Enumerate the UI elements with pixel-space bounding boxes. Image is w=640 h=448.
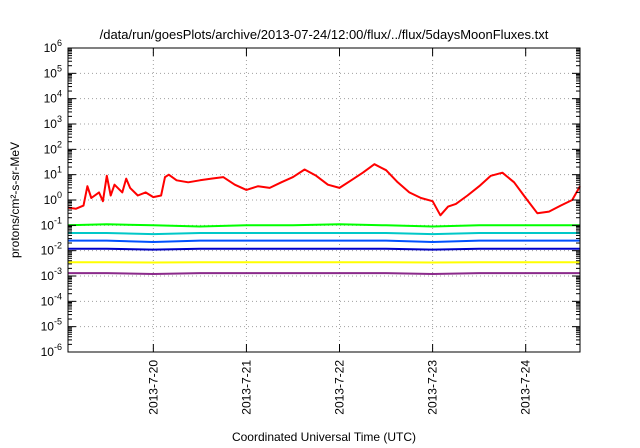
x-tick-label: 2013-7-24 bbox=[519, 360, 533, 415]
series-line-7 bbox=[68, 272, 580, 275]
chart-title: /data/run/goesPlots/archive/2013-07-24/1… bbox=[100, 27, 549, 42]
y-tick-label: 105 bbox=[44, 63, 62, 80]
series-line-1 bbox=[67, 163, 581, 217]
y-tick-label: 10-1 bbox=[41, 215, 62, 232]
y-tick-label: 10-3 bbox=[41, 266, 62, 283]
y-axis-label: protons/cm²-s-sr-MeV bbox=[8, 142, 22, 258]
y-tick-label: 10-4 bbox=[41, 291, 62, 308]
y-tick-label: 106 bbox=[44, 38, 62, 55]
y-tick-label: 10-6 bbox=[41, 342, 62, 359]
x-tick-label: 2013-7-20 bbox=[146, 360, 160, 415]
series-line-5 bbox=[68, 247, 580, 251]
x-tick-label: 2013-7-23 bbox=[426, 360, 440, 415]
y-tick-label: 100 bbox=[44, 190, 62, 207]
series-line-4 bbox=[68, 239, 580, 243]
grid bbox=[68, 48, 580, 352]
y-tick-label: 104 bbox=[44, 89, 62, 106]
y-tick-label: 10-5 bbox=[41, 317, 62, 334]
x-axis: 2013-7-20 2013-7-21 2013-7-22 2013-7-23 2013… bbox=[146, 48, 533, 415]
series-line-2 bbox=[67, 223, 580, 228]
y-tick-label: 101 bbox=[44, 165, 62, 182]
x-tick-label: 2013-7-21 bbox=[239, 360, 253, 415]
series-line-3 bbox=[68, 232, 580, 236]
y-tick-label: 10-2 bbox=[41, 241, 62, 258]
x-tick-label: 2013-7-22 bbox=[333, 360, 347, 415]
y-axis: 10-6 10-5 10-4 10-3 10-2 10-1 100 101 102 103 104 1… bbox=[41, 38, 580, 359]
series-group bbox=[67, 163, 581, 275]
y-tick-label: 103 bbox=[44, 114, 62, 131]
x-axis-label: Coordinated Universal Time (UTC) bbox=[232, 430, 416, 444]
y-tick-label: 102 bbox=[44, 139, 62, 156]
